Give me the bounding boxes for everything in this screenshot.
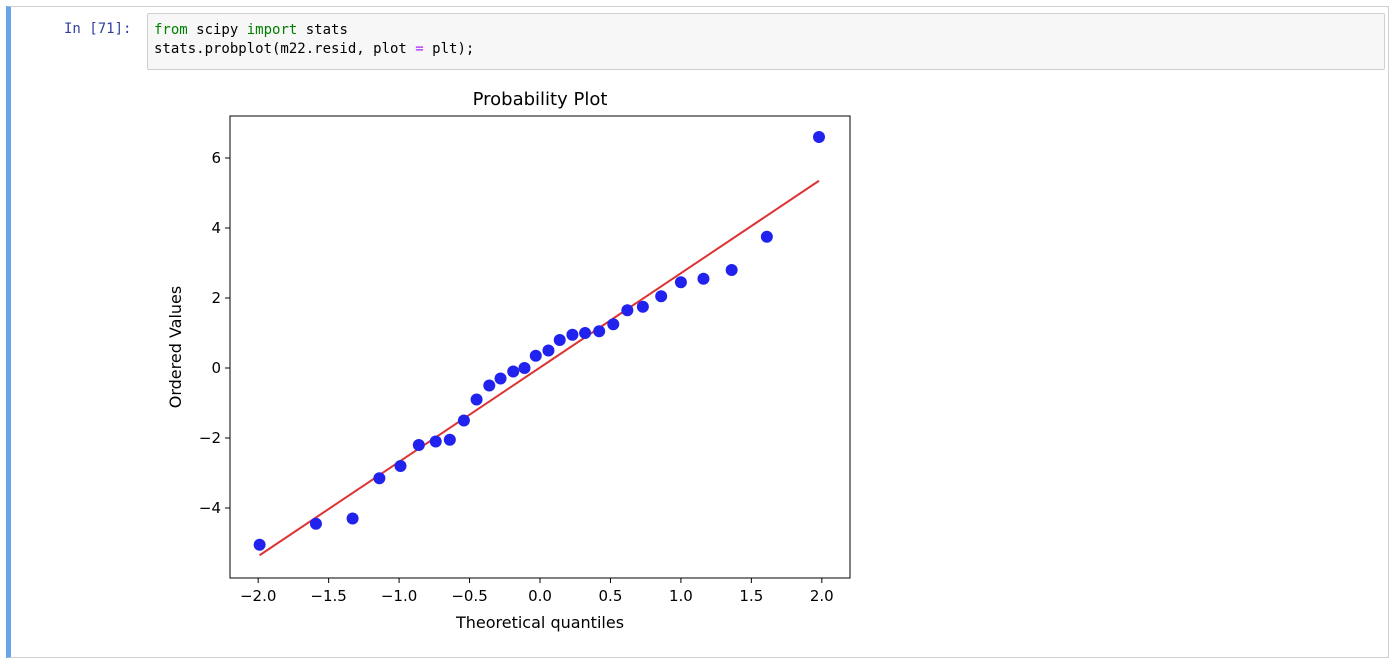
- data-point: [593, 325, 606, 338]
- x-axis-label: Theoretical quantiles: [455, 613, 624, 632]
- y-axis-label: Ordered Values: [166, 286, 185, 408]
- data-point: [253, 538, 266, 551]
- data-point: [813, 131, 825, 143]
- code-call: stats.probplot(m22.resid, plot: [154, 41, 416, 57]
- x-tick-label: −1.5: [310, 587, 346, 605]
- x-tick-label: 1.0: [669, 587, 693, 605]
- code-operator: =: [415, 41, 424, 57]
- data-points: [253, 131, 825, 551]
- y-axis-ticks: −4 −2 0 2 4 6: [199, 149, 230, 517]
- x-tick-label: 1.5: [739, 587, 763, 605]
- x-tick-label: −1.0: [381, 587, 417, 605]
- data-point: [309, 517, 322, 530]
- data-point: [674, 276, 687, 289]
- data-point: [655, 290, 668, 303]
- y-tick-label: 2: [211, 289, 221, 307]
- data-point: [542, 344, 555, 357]
- data-point: [636, 300, 649, 313]
- y-tick-label: 0: [211, 359, 221, 377]
- data-point: [483, 379, 496, 392]
- data-point: [394, 460, 407, 472]
- data-point: [457, 414, 470, 427]
- y-tick-label: 6: [211, 149, 221, 167]
- input-prompt: In [71]:: [64, 21, 132, 37]
- data-point: [494, 372, 507, 385]
- code-keyword-from: from: [154, 22, 188, 38]
- code-editor[interactable]: from scipy import stats stats.probplot(m…: [147, 13, 1385, 70]
- data-point: [725, 264, 738, 276]
- x-tick-label: −2.0: [240, 587, 276, 605]
- data-point: [443, 433, 456, 446]
- data-point: [566, 328, 579, 341]
- x-tick-label: −0.5: [451, 587, 487, 605]
- code-import-name: stats: [297, 22, 348, 38]
- x-axis-ticks: −2.0 −1.5 −1.0 −0.5 0.0 0.5 1.0 1.5 2.0: [240, 578, 834, 605]
- data-point: [429, 435, 442, 448]
- data-point: [373, 472, 386, 485]
- data-point: [760, 230, 773, 243]
- plot-frame: [229, 115, 851, 579]
- data-point: [346, 512, 359, 525]
- x-tick-label: 0.5: [599, 587, 623, 605]
- data-point: [529, 349, 542, 362]
- data-point: [697, 272, 710, 285]
- y-tick-label: 4: [211, 219, 221, 237]
- code-call-end: plt);: [423, 41, 475, 57]
- data-point: [518, 362, 531, 374]
- data-point: [579, 327, 592, 339]
- y-tick-label: −4: [199, 499, 221, 517]
- x-tick-label: 2.0: [810, 587, 834, 605]
- data-point: [412, 439, 425, 451]
- code-module: scipy: [187, 22, 247, 38]
- code-keyword-import: import: [246, 22, 298, 38]
- fit-line: [259, 179, 820, 557]
- x-tick-label: 0.0: [528, 587, 552, 605]
- data-point: [607, 318, 620, 331]
- data-point: [621, 304, 634, 317]
- y-tick-label: −2: [199, 429, 221, 447]
- probability-plot-output: Probability Plot −2.0 −1.5 −1.0 −0.5 0.0 0.5 1…: [150, 80, 870, 644]
- code-cell[interactable]: [6, 6, 1389, 658]
- probability-plot: Probability Plot −2.0 −1.5 −1.0 −0.5 0.0 0.5 1…: [166, 89, 851, 632]
- data-point: [553, 334, 566, 346]
- data-point: [507, 365, 520, 378]
- chart-title: Probability Plot: [473, 89, 608, 110]
- data-point: [470, 393, 483, 406]
